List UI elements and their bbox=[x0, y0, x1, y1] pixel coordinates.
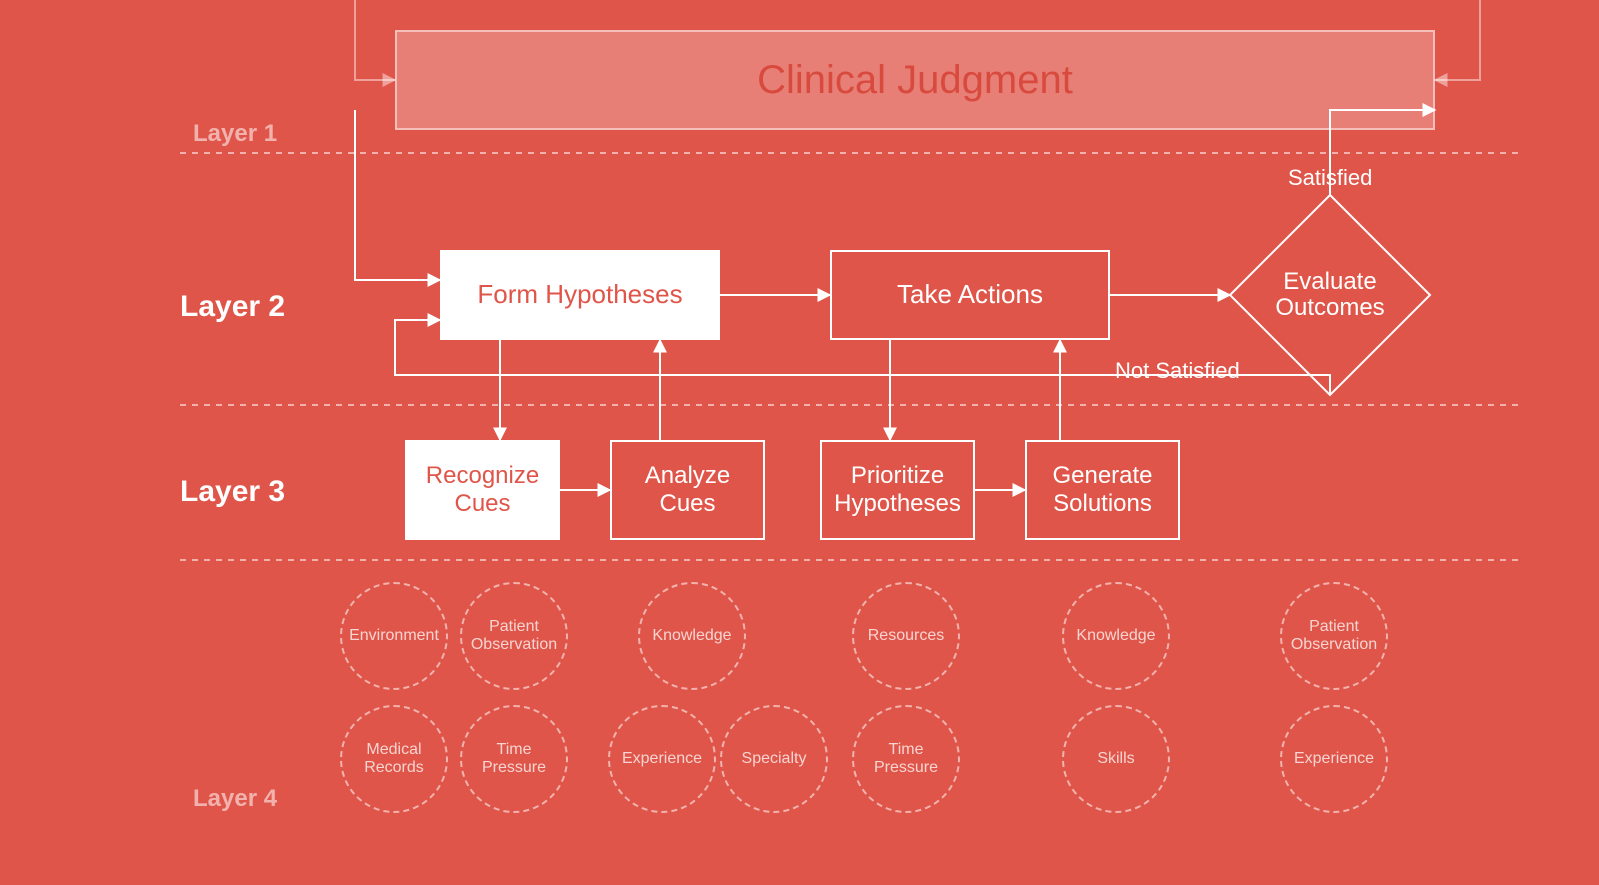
node-take-actions: Take Actions bbox=[830, 250, 1110, 340]
node-evaluate-outcomes-shape bbox=[1230, 195, 1430, 395]
factor-circle: Skills bbox=[1062, 705, 1170, 813]
factor-circle: Time Pressure bbox=[460, 705, 568, 813]
factor-circle: Specialty bbox=[720, 705, 828, 813]
factor-circle: Patient Observation bbox=[1280, 582, 1388, 690]
layer-4-label: Layer 4 bbox=[193, 785, 277, 813]
connector-cj-down-left bbox=[355, 110, 440, 280]
factor-circle: Knowledge bbox=[638, 582, 746, 690]
node-form-hypotheses: Form Hypotheses bbox=[440, 250, 720, 340]
node-analyze-cues: Analyze Cues bbox=[610, 440, 765, 540]
connector-top-in-right-faded bbox=[1435, 0, 1480, 80]
edge-label-satisfied: Satisfied bbox=[1288, 165, 1372, 191]
layer-3-label: Layer 3 bbox=[180, 475, 285, 509]
factor-circle: Experience bbox=[608, 705, 716, 813]
factor-circle: Resources bbox=[852, 582, 960, 690]
layer-1-label: Layer 1 bbox=[193, 120, 277, 148]
connector-top-in-left-faded bbox=[355, 0, 395, 80]
node-clinical-judgment: Clinical Judgment bbox=[395, 30, 1435, 130]
factor-circle: Environment bbox=[340, 582, 448, 690]
layer-2-label: Layer 2 bbox=[180, 290, 285, 324]
factor-circle: Patient Observation bbox=[460, 582, 568, 690]
factor-circle: Time Pressure bbox=[852, 705, 960, 813]
node-generate-solutions: Generate Solutions bbox=[1025, 440, 1180, 540]
factor-circle: Medical Records bbox=[340, 705, 448, 813]
factor-circle: Knowledge bbox=[1062, 582, 1170, 690]
diagram-stage: Evaluate Outcomes Layer 1 Layer 2 Layer 3 La… bbox=[0, 0, 1599, 885]
edge-label-not-satisfied: Not Satisfied bbox=[1115, 358, 1240, 384]
factor-circle: Experience bbox=[1280, 705, 1388, 813]
node-prioritize-hypotheses: Prioritize Hypotheses bbox=[820, 440, 975, 540]
node-evaluate-outcomes: Evaluate Outcomes bbox=[1250, 265, 1410, 325]
node-recognize-cues: Recognize Cues bbox=[405, 440, 560, 540]
